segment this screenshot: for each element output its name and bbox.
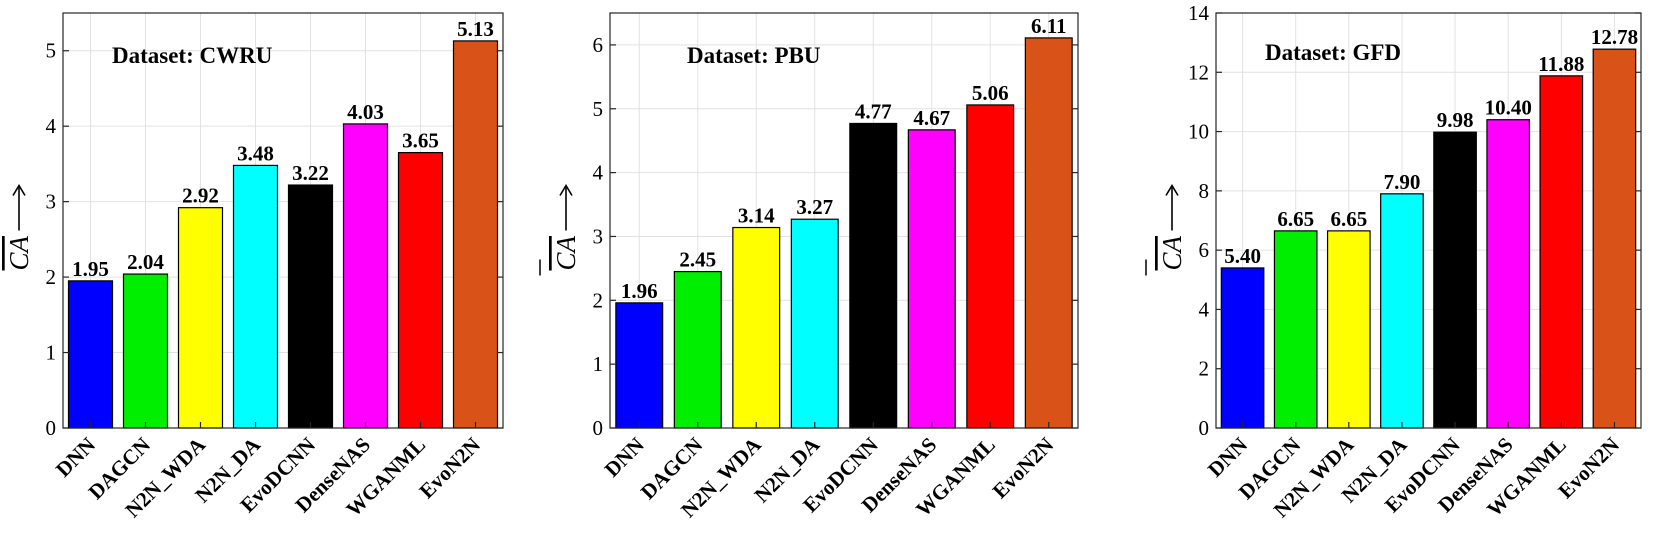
y-tick-label: 2 [46,265,57,289]
y-tick-label: 0 [46,416,57,440]
data-label: 6.11 [1031,14,1067,38]
data-label: 4.67 [913,106,950,130]
bar-densenas [342,123,389,429]
data-label: 1.95 [72,257,109,281]
data-label: 3.27 [796,195,833,219]
data-label: 3.65 [402,129,439,153]
y-tick-label: 3 [593,224,604,248]
data-label: 3.14 [738,204,775,228]
y-tick-label: 5 [593,97,604,121]
bar-dagcn [1273,230,1318,429]
data-label: 2.92 [182,184,219,208]
y-axis-label-text: CA [4,235,34,270]
bar-dagcn [122,273,169,429]
bar-wganml [1539,75,1584,429]
y-tick-label: 2 [593,288,604,312]
y-tick-label: 0 [1199,416,1210,440]
bar-n2n-da [790,218,839,429]
chart-panel-2: 1.96 2.45 3.14 3.27 4.77 4.67 5.06 6.11 0 1 2 3 4 5 6 D… [539,12,1079,522]
y-tick-label: 1 [46,341,57,365]
y-tick-label: 8 [1199,179,1210,203]
bar-dagcn [673,270,722,429]
y-tick-label: 10 [1188,120,1209,144]
y-tick-label: 6 [1199,238,1210,262]
axes-frame [62,12,504,429]
x-category-label: DNN [600,433,649,482]
data-label: 4.03 [347,100,384,124]
y-tick-label: 14 [1188,1,1210,25]
bar-n2n-da [1380,193,1424,429]
data-label: 4.77 [855,99,892,123]
data-label: 5.40 [1224,244,1261,268]
bar-evodcnn [287,184,334,429]
y-tick-label: 12 [1188,60,1209,84]
y-axis-label: CA [539,183,581,276]
data-label: 5.06 [972,81,1009,105]
arrow-icon [559,183,573,196]
y-tick-label: 5 [46,39,57,63]
bar-evon2n [452,40,499,429]
data-label: 3.22 [292,161,329,185]
bar-n2n-da [232,164,279,429]
bar-dnn [1220,267,1265,429]
data-label: 5.13 [457,17,494,41]
bar-n2n-wda [1326,230,1371,429]
data-label: 10.40 [1485,96,1532,120]
x-category-label: EvoN2N [414,433,485,504]
arrow-icon [12,183,26,196]
data-label: 2.04 [127,250,164,274]
bar-evon2n [1024,37,1073,429]
axes-frame [609,12,1079,429]
bar-densenas [1486,119,1531,429]
bar-evodcnn [1433,131,1477,429]
bar-densenas [907,129,956,429]
chart-panel-1: 1.95 2.04 2.92 3.48 3.22 4.03 3.65 5.13 0 1 2 3 4 5 DN… [4,12,504,522]
y-tick-label: 4 [593,161,604,185]
y-axis-label: CA [1145,183,1187,276]
data-label: 11.88 [1538,52,1584,76]
x-category-label: DNN [51,433,100,482]
data-label: 2.45 [679,248,716,272]
data-label: 6.65 [1330,207,1367,231]
y-tick-label: 0 [593,416,604,440]
y-tick-label: 2 [1199,357,1210,381]
data-label: 6.65 [1277,207,1314,231]
y-tick-label: 4 [1199,297,1210,321]
bar-evon2n [1592,48,1637,429]
dataset-annotation: Dataset: GFD [1265,40,1401,65]
y-tick-label: 3 [46,190,57,214]
bar-dnn [615,302,664,429]
dataset-annotation: Dataset: PBU [687,43,821,68]
bar-wganml [397,151,444,429]
y-tick-label: 6 [593,33,604,57]
y-tick-label: 4 [46,114,57,138]
axes-frame [1215,12,1642,429]
data-label: 9.98 [1437,108,1474,132]
arrow-icon [1165,183,1179,196]
y-tick-label: 1 [593,352,604,376]
bar-dnn [67,280,114,429]
bar-n2n-wda [732,226,781,429]
bar-evodcnn [849,122,898,429]
bar-n2n-wda [177,207,224,429]
y-axis-label-text: CA [551,235,581,270]
x-category-label: EvoN2N [988,433,1059,504]
dataset-annotation: Dataset: CWRU [112,43,273,68]
data-label: 12.78 [1591,25,1638,49]
y-axis-label-text: CA [1157,235,1187,270]
data-label: 7.90 [1384,170,1421,194]
y-axis-label: CA [4,183,34,271]
x-category-label: DNN [1203,433,1252,482]
data-label: 3.48 [237,141,274,165]
data-label: 1.96 [621,279,658,303]
bar-wganml [966,104,1015,429]
